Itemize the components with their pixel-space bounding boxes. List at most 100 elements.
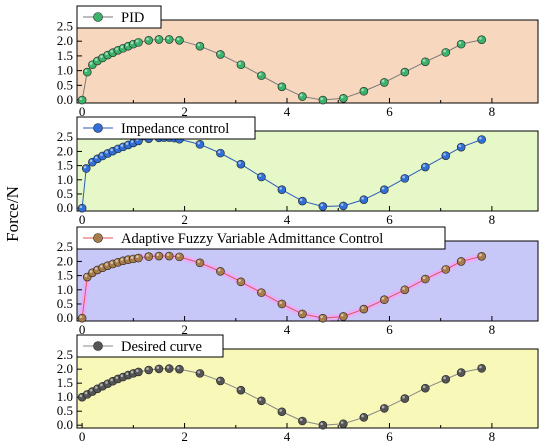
data-point bbox=[82, 67, 92, 77]
data-point-highlight bbox=[105, 52, 108, 56]
data-point bbox=[277, 185, 287, 195]
data-point-highlight bbox=[238, 161, 242, 165]
data-point bbox=[195, 140, 205, 149]
data-point-highlight bbox=[217, 268, 221, 272]
data-point bbox=[298, 196, 307, 206]
data-point-highlight bbox=[279, 84, 282, 87]
data-point-highlight bbox=[125, 43, 129, 47]
data-point-highlight bbox=[120, 258, 124, 261]
data-point-highlight bbox=[381, 297, 385, 300]
data-point-highlight bbox=[320, 97, 323, 101]
y-tick-label: 2.0 bbox=[57, 143, 73, 158]
data-point-highlight bbox=[94, 156, 98, 159]
data-point-highlight bbox=[176, 37, 180, 41]
data-point-highlight bbox=[100, 383, 103, 387]
data-point-highlight bbox=[381, 405, 385, 409]
data-point-highlight bbox=[84, 391, 88, 395]
y-tick-label: 2.5 bbox=[57, 18, 73, 33]
y-tick-label: 1.5 bbox=[57, 48, 73, 63]
data-point bbox=[380, 78, 389, 87]
data-point bbox=[400, 285, 410, 295]
legend: PID bbox=[76, 5, 162, 29]
data-point-highlight bbox=[361, 414, 364, 418]
data-point-highlight bbox=[197, 260, 201, 263]
data-point-highlight bbox=[100, 153, 103, 156]
data-point bbox=[257, 71, 266, 80]
data-point-highlight bbox=[84, 69, 88, 73]
data-point-highlight bbox=[120, 144, 124, 147]
data-point bbox=[339, 312, 348, 321]
data-point bbox=[318, 313, 328, 323]
data-point bbox=[421, 383, 430, 393]
x-tick-label: 0 bbox=[79, 322, 86, 337]
data-point-highlight bbox=[146, 254, 149, 257]
data-point-highlight bbox=[115, 146, 119, 149]
y-tick-label: 0.0 bbox=[57, 417, 73, 432]
data-point-highlight bbox=[361, 88, 364, 92]
plot-area bbox=[76, 19, 539, 104]
y-tick-label: 1.5 bbox=[57, 158, 73, 173]
data-point bbox=[175, 252, 184, 262]
y-tick-label: 0.0 bbox=[57, 200, 73, 215]
data-point-highlight bbox=[105, 263, 108, 266]
legend-box bbox=[76, 334, 224, 358]
data-point-highlight bbox=[125, 257, 129, 260]
x-tick-label: 4 bbox=[284, 429, 291, 443]
x-tick-label: 8 bbox=[489, 322, 496, 337]
data-point-highlight bbox=[443, 376, 446, 380]
data-point bbox=[380, 295, 389, 305]
data-point-highlight bbox=[156, 36, 160, 40]
data-point-highlight bbox=[279, 409, 282, 412]
data-point-highlight bbox=[130, 41, 134, 45]
data-point bbox=[164, 251, 174, 261]
data-point-highlight bbox=[89, 270, 93, 273]
data-point-highlight bbox=[340, 95, 344, 99]
data-point bbox=[441, 265, 451, 274]
data-point bbox=[400, 394, 410, 403]
y-tick-label: 1.0 bbox=[57, 282, 73, 297]
legend: Adaptive Fuzzy Variable Admittance Contr… bbox=[76, 226, 446, 250]
legend-label: PID bbox=[121, 10, 144, 26]
data-point-highlight bbox=[110, 261, 113, 264]
data-point-highlight bbox=[79, 315, 83, 319]
data-point bbox=[236, 159, 246, 169]
data-point bbox=[134, 367, 143, 377]
data-point-highlight bbox=[135, 369, 139, 372]
data-point-highlight bbox=[135, 255, 139, 259]
data-point-highlight bbox=[443, 49, 446, 53]
data-point bbox=[477, 252, 486, 261]
data-point-highlight bbox=[458, 144, 462, 148]
data-point-highlight bbox=[238, 387, 242, 391]
data-point bbox=[456, 142, 466, 152]
x-tick-label: 8 bbox=[489, 212, 496, 227]
data-point-highlight bbox=[135, 39, 139, 43]
data-point bbox=[277, 299, 287, 309]
y-tick-label: 2.5 bbox=[57, 129, 73, 144]
data-point-highlight bbox=[258, 174, 262, 177]
data-point-highlight bbox=[120, 45, 124, 49]
legend-marker bbox=[93, 123, 103, 133]
data-point bbox=[277, 82, 287, 92]
legend: Impedance control bbox=[76, 116, 256, 140]
data-point bbox=[134, 38, 143, 47]
panel-2: 0 2 4 6 8 0.00.51.01.52.02.5 Impedance control bbox=[57, 116, 539, 227]
data-point-highlight bbox=[258, 290, 262, 293]
legend-box bbox=[76, 5, 162, 29]
data-point-highlight bbox=[279, 301, 282, 304]
data-point-highlight bbox=[100, 55, 103, 58]
data-point-highlight bbox=[105, 150, 108, 154]
data-point-highlight bbox=[361, 197, 364, 200]
data-point bbox=[400, 174, 410, 183]
data-point-highlight bbox=[458, 41, 462, 45]
y-tick-label: 2.0 bbox=[57, 253, 73, 268]
data-point bbox=[154, 251, 164, 261]
data-point-highlight bbox=[279, 187, 282, 190]
data-point bbox=[277, 407, 287, 417]
data-point-highlight bbox=[197, 141, 201, 145]
y-tick-label: 0.5 bbox=[57, 186, 73, 201]
data-point bbox=[318, 95, 328, 105]
legend-marker bbox=[93, 12, 103, 22]
data-point-highlight bbox=[89, 62, 93, 65]
legend-label: Adaptive Fuzzy Variable Admittance Contr… bbox=[121, 231, 383, 247]
